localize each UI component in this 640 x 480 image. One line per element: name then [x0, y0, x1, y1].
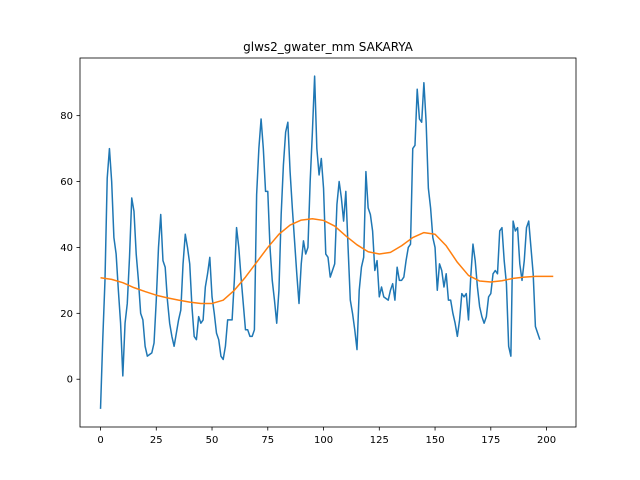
y-tick-label: 0 [67, 375, 73, 386]
plot-area [99, 75, 554, 409]
x-tick-label: 50 [206, 435, 219, 446]
x-tick-label: 200 [537, 435, 556, 446]
axes: 0 25 50 75 100 125 150 175 200 0 20 40 60 80 [60, 57, 577, 446]
series-line-2 [100, 218, 554, 305]
x-tick-label: 150 [426, 435, 445, 446]
series-line-1 [99, 75, 541, 409]
axes-frame [79, 57, 577, 428]
y-tick-label: 60 [60, 177, 73, 188]
y-tick-label: 40 [60, 243, 73, 254]
y-tick-label: 20 [60, 309, 73, 320]
x-tick-label: 75 [261, 435, 274, 446]
chart-title: glws2_gwater_mm SAKARYA [243, 40, 414, 54]
x-tick-label: 0 [97, 435, 103, 446]
x-tick-label: 25 [150, 435, 163, 446]
y-tick-label: 80 [60, 111, 73, 122]
x-tick-label: 100 [314, 435, 333, 446]
x-tick-label: 175 [481, 435, 500, 446]
x-tick-label: 125 [370, 435, 389, 446]
